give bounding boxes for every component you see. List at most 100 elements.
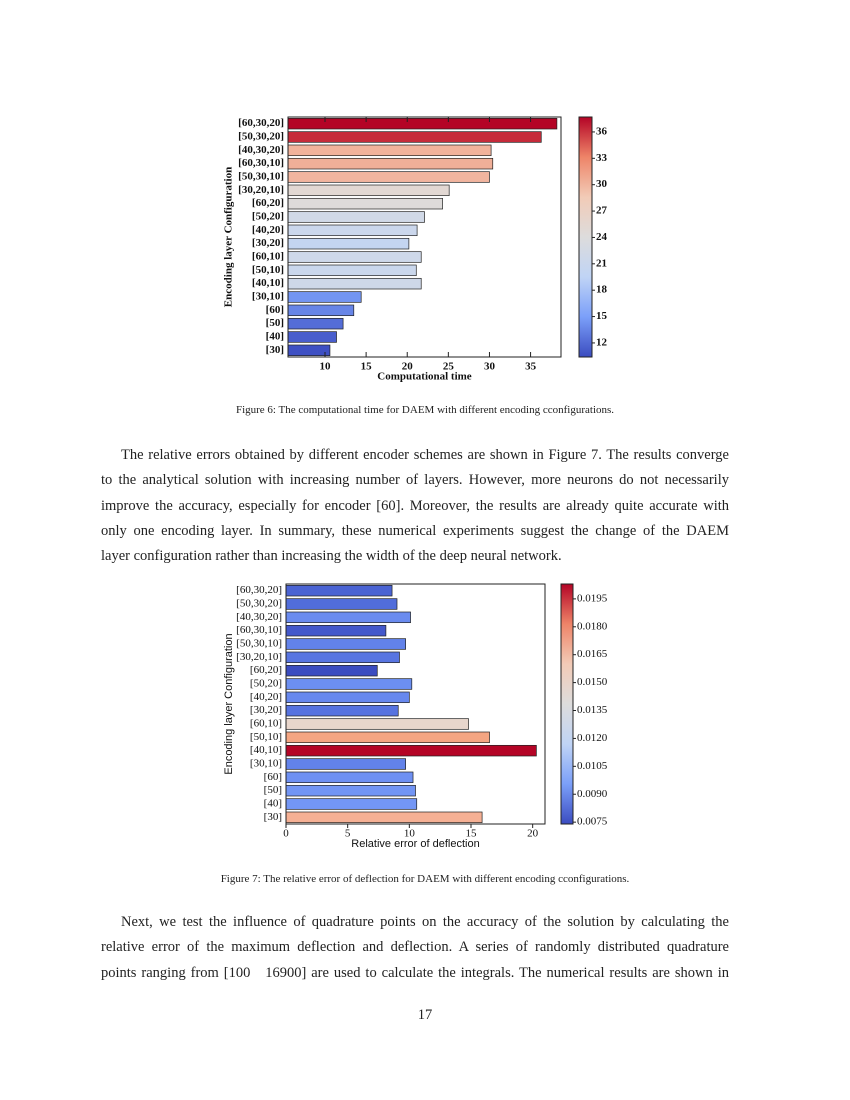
bar	[285, 598, 398, 610]
bar	[285, 624, 387, 637]
bar	[287, 344, 331, 357]
bar	[287, 131, 542, 143]
y-tick-label: [50,10]	[250, 731, 282, 743]
paragraph-line: relative error of the maximum deflection…	[101, 939, 729, 956]
bar	[287, 171, 490, 183]
y-tick-label: [50,20]	[250, 678, 282, 690]
y-tick-label: [30,20]	[250, 704, 282, 716]
y-tick-label: [40,30,20]	[238, 144, 284, 156]
bar	[285, 691, 410, 704]
bar	[287, 264, 417, 277]
chart: [60,30,20] [50,30,20][40,30,20][60,30,10]…	[223, 583, 608, 850]
y-tick-label: [40,20]	[252, 224, 284, 236]
y-tick-label: [60,20]	[252, 197, 284, 209]
x-tick-label: 30	[484, 361, 496, 373]
bar	[285, 611, 411, 624]
page-number: 17	[417, 1007, 433, 1023]
y-tick-label: [30,20]	[252, 237, 284, 249]
y-axis-label: Encoding layer Configuration	[223, 167, 235, 307]
bar	[285, 798, 418, 810]
x-tick-label: 25	[443, 361, 455, 373]
colorbar-tick-label: 21	[596, 257, 607, 269]
y-tick-label: [30]	[266, 344, 284, 356]
colorbar-tick-label: 0.0120	[577, 732, 608, 744]
colorbar-tick-label: 30	[596, 178, 608, 190]
bar	[287, 291, 362, 303]
colorbar-tick-label: 0.0135	[577, 704, 608, 716]
y-tick-label: [60]	[264, 771, 282, 783]
colorbar	[578, 116, 593, 358]
bar	[287, 211, 425, 223]
x-tick-label: 35	[525, 361, 537, 373]
y-tick-label: [60,30,10]	[236, 624, 282, 636]
colorbar-tick-label: 0.0075	[577, 816, 608, 828]
chart: [60,30,20] [50,30,20][40,30,20][60,30,10]…	[223, 116, 608, 383]
y-tick-label: [50,30,20]	[238, 131, 284, 143]
colorbar-tick-label: 15	[596, 310, 608, 322]
figure-caption: Figure 6: The computational time for DAE…	[235, 404, 615, 416]
colorbar-tick-label: 18	[596, 284, 608, 296]
colorbar-tick-label: 12	[596, 336, 608, 348]
x-tick-label: 5	[345, 828, 351, 840]
y-tick-label: [40,20]	[250, 691, 282, 703]
bar	[287, 224, 418, 237]
figure-caption: Figure 7: The relative error of deflecti…	[220, 873, 630, 885]
x-tick-label: 15	[466, 828, 478, 840]
colorbar-tick-label: 27	[596, 205, 608, 217]
y-tick-label: [30,10]	[252, 291, 284, 303]
bar	[285, 784, 416, 797]
y-tick-label: [60,10]	[250, 718, 282, 730]
bar	[287, 304, 355, 317]
x-tick-label: 15	[361, 361, 373, 373]
bar	[287, 144, 492, 157]
x-tick-label: 20	[527, 828, 539, 840]
y-tick-label: [40,10]	[250, 744, 282, 756]
bar	[287, 117, 558, 130]
bar	[287, 184, 450, 197]
bar	[285, 731, 490, 744]
bar	[285, 771, 414, 784]
paragraph-line: only one encoding layer. In summary, the…	[101, 522, 729, 539]
x-tick-label: 10	[320, 361, 332, 373]
x-tick-label: 20	[402, 361, 414, 373]
paragraph-line: The relative errors obtained by differen…	[121, 447, 729, 463]
colorbar-tick-label: 24	[596, 231, 608, 243]
bar	[285, 718, 469, 730]
y-tick-label: [50,30,20]	[236, 598, 282, 610]
y-tick-label: [40]	[264, 798, 282, 810]
plot-frame	[285, 583, 546, 825]
y-tick-label: [30,10]	[250, 758, 282, 770]
bar	[287, 197, 443, 210]
colorbar-tick-label: 0.0090	[577, 788, 608, 800]
bar	[285, 584, 393, 597]
bar	[285, 744, 537, 757]
y-tick-label: [30]	[264, 811, 282, 823]
bar	[285, 638, 406, 650]
paragraph-line: improve the accuracy, especially for enc…	[101, 497, 729, 514]
colorbar-tick-label: 33	[596, 152, 608, 164]
bar	[285, 704, 399, 717]
y-tick-label: [50,10]	[252, 264, 284, 276]
colorbar-tick-label: 0.0195	[577, 592, 608, 604]
paragraph-line: layer configuration rather than increasi…	[101, 548, 562, 565]
y-tick-label: [50,30,10]	[238, 171, 284, 183]
bar	[287, 331, 337, 343]
colorbar-tick-label: 0.0150	[577, 676, 608, 688]
y-tick-label: [50,20]	[252, 211, 284, 223]
paragraph-line: Next, we test the influence of quadratur…	[121, 914, 729, 930]
bar	[287, 251, 422, 263]
bar	[285, 678, 413, 690]
x-tick-label: 10	[404, 828, 416, 840]
y-tick-label: [60,30,20]	[238, 117, 284, 129]
bar	[287, 277, 422, 290]
y-tick-label: [50]	[264, 784, 282, 796]
y-axis-label: Encoding layer Configuration	[223, 633, 235, 774]
bar	[287, 157, 494, 170]
bar	[287, 317, 344, 330]
colorbar-tick-label: 0.0165	[577, 648, 608, 660]
y-tick-label: [30,20,10]	[236, 651, 282, 663]
x-axis-label: Computational time	[377, 371, 472, 383]
y-tick-label: [40,30,20]	[236, 611, 282, 623]
y-tick-label: [40,10]	[252, 277, 284, 289]
